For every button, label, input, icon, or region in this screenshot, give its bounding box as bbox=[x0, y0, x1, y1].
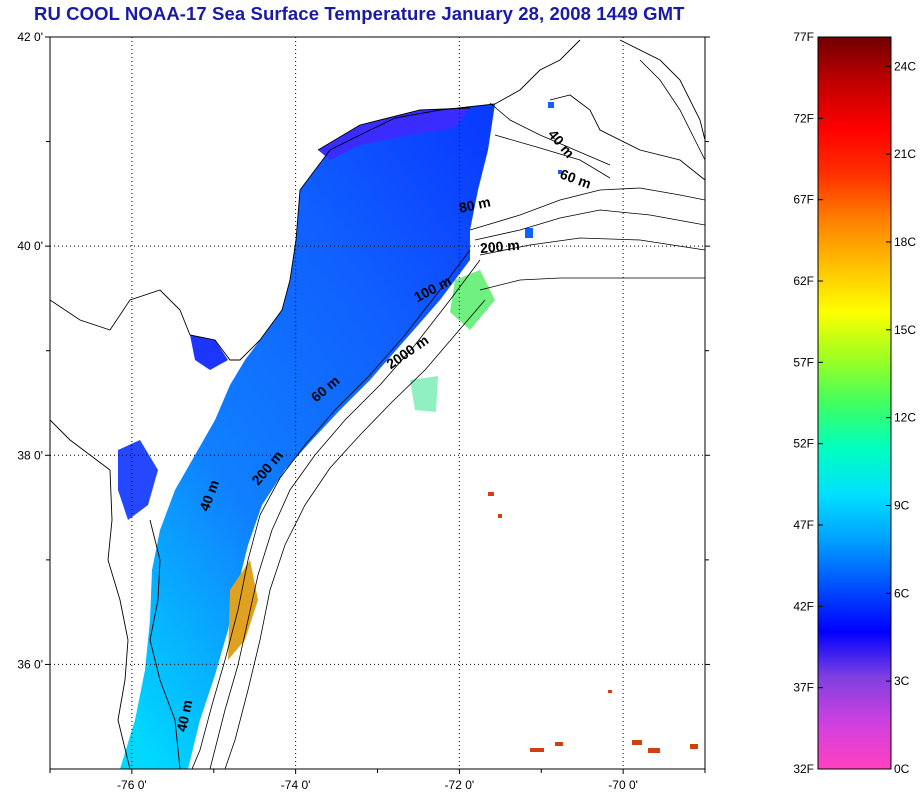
colorbar-celsius-labels: 24C 21C 18C 15C 12C 9C 6C 3C 0C bbox=[886, 59, 916, 776]
sst-chesapeake bbox=[118, 440, 158, 520]
colorbar-c-label: 15C bbox=[894, 323, 916, 337]
colorbar-f-label: 72F bbox=[793, 111, 814, 125]
sst-warm-edge-3 bbox=[410, 376, 438, 412]
colorbar-fahrenheit-labels: 77F 72F 67F 62F 57F 52F 47F 42F 37F 32F bbox=[793, 30, 823, 776]
depth-label: 60 m bbox=[558, 166, 593, 192]
colorbar-c-label: 12C bbox=[894, 411, 916, 425]
colorbar-c-label: 24C bbox=[894, 59, 916, 73]
depth-label: 40 m bbox=[173, 698, 195, 733]
colorbar-f-label: 37F bbox=[793, 681, 814, 695]
sst-lis-water bbox=[318, 108, 470, 160]
depth-label: 40 m bbox=[545, 126, 578, 161]
colorbar bbox=[817, 36, 892, 770]
lon-tick-label: -74 0' bbox=[281, 778, 311, 792]
lat-tick-label: 42 0' bbox=[17, 30, 43, 44]
lat-tick-label: 38 0' bbox=[17, 448, 43, 462]
grid-lines bbox=[45, 36, 710, 774]
map-title: RU COOL NOAA-17 Sea Surface Temperature … bbox=[34, 3, 685, 24]
latitude-labels: 42 0' 40 0' 38 0' 36 0' bbox=[17, 30, 43, 671]
colorbar-f-label: 47F bbox=[793, 518, 814, 532]
lon-tick-label: -70 0' bbox=[608, 778, 638, 792]
colorbar-f-label: 52F bbox=[793, 437, 814, 451]
colorbar-f-label: 42F bbox=[793, 599, 814, 613]
colorbar-f-label: 57F bbox=[793, 355, 814, 369]
sst-delaware-bay bbox=[190, 335, 228, 370]
colorbar-f-label: 67F bbox=[793, 193, 814, 207]
lat-tick-label: 40 0' bbox=[17, 239, 43, 253]
lat-tick-label: 36 0' bbox=[17, 657, 43, 671]
lon-tick-label: -76 0' bbox=[117, 778, 147, 792]
depth-label: 200 m bbox=[479, 237, 520, 256]
colorbar-c-label: 18C bbox=[894, 235, 916, 249]
coastline bbox=[50, 39, 705, 769]
lon-tick-label: -72 0' bbox=[445, 778, 475, 792]
colorbar-c-label: 9C bbox=[894, 498, 910, 512]
colorbar-f-label: 62F bbox=[793, 274, 814, 288]
bathymetry-contours bbox=[191, 59, 705, 769]
sst-gulfstream-pixels bbox=[488, 492, 698, 753]
colorbar-f-label: 77F bbox=[793, 30, 814, 44]
longitude-labels: -76 0' -74 0' -72 0' -70 0' bbox=[117, 778, 638, 792]
colorbar-c-label: 0C bbox=[894, 762, 910, 776]
map-frame bbox=[49, 36, 706, 770]
colorbar-c-label: 3C bbox=[894, 674, 910, 688]
sst-shelf-water bbox=[120, 104, 495, 769]
colorbar-c-label: 6C bbox=[894, 586, 910, 600]
map-frame-group bbox=[50, 39, 705, 769]
depth-label: 80 m bbox=[457, 194, 492, 216]
colorbar-c-label: 21C bbox=[894, 147, 916, 161]
sst-warm-edge-2 bbox=[228, 560, 258, 660]
colorbar-f-label: 32F bbox=[793, 762, 814, 776]
sst-misc-pixels bbox=[525, 102, 562, 238]
sst-warm-edge-1 bbox=[450, 270, 495, 330]
